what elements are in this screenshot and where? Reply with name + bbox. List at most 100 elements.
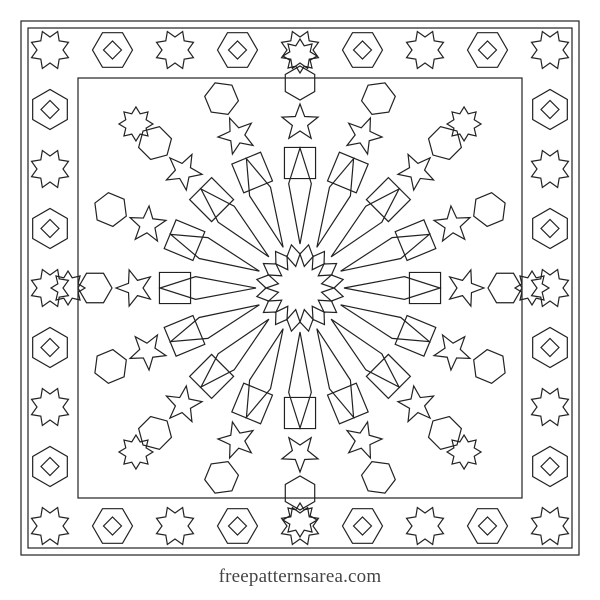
border-eight-point-star — [282, 32, 319, 69]
rosette-petal — [317, 159, 354, 248]
corner-eight-point-star — [119, 435, 153, 469]
border-hexagon — [93, 509, 133, 544]
rosette-petal — [289, 148, 312, 244]
hexagon-cell — [139, 127, 172, 160]
border-eight-point-star — [32, 389, 69, 426]
rosette-petal — [201, 189, 269, 257]
corner-eight-point-star — [447, 435, 481, 469]
inner-frame-line — [28, 28, 572, 548]
border-diamond — [41, 220, 59, 238]
hexagon-cell — [139, 417, 172, 450]
border-diamond — [41, 339, 59, 357]
border-diamond — [229, 517, 247, 535]
border-eight-point-star — [532, 151, 569, 188]
hexagon-cell — [429, 127, 462, 160]
border-eight-point-star — [157, 508, 194, 545]
five-point-star — [398, 154, 434, 190]
corner-eight-point-star — [51, 271, 85, 305]
kite-cell — [366, 354, 410, 398]
border-hexagon — [533, 209, 568, 249]
five-point-star — [347, 422, 382, 458]
border-hexagon — [468, 33, 508, 68]
rosette-petal — [246, 329, 283, 418]
border-eight-point-star — [407, 508, 444, 545]
star-field — [51, 39, 549, 537]
border-eight-point-star — [532, 32, 569, 69]
hexagon-cell — [488, 273, 522, 302]
hexagon-cell — [205, 462, 239, 493]
corner-eight-point-star — [119, 107, 153, 141]
five-point-star — [166, 154, 202, 190]
kite-cell — [328, 152, 369, 193]
kite-cell — [159, 272, 190, 303]
border-hexagon — [93, 33, 133, 68]
border-hexagon — [33, 90, 68, 130]
border-hexagon — [468, 509, 508, 544]
border-diamond — [479, 517, 497, 535]
border-diamond — [541, 101, 559, 119]
border-eight-point-star — [32, 32, 69, 69]
border-eight-point-star — [32, 508, 69, 545]
five-point-star — [347, 118, 382, 154]
hexagon-cell — [78, 273, 112, 302]
kite-cell — [395, 316, 436, 357]
kite-cell — [232, 152, 273, 193]
border-eight-point-star — [282, 508, 319, 545]
five-point-star — [218, 118, 253, 154]
border-hexagon — [533, 90, 568, 130]
rosette-petal — [317, 329, 354, 418]
rosette-petal — [171, 234, 260, 271]
kite-cell — [190, 178, 234, 222]
border-hexagon — [33, 209, 68, 249]
border-diamond — [354, 517, 372, 535]
border-eight-point-star — [32, 151, 69, 188]
five-point-star — [434, 206, 470, 241]
corner-eight-point-star — [447, 107, 481, 141]
corner-eight-point-star — [283, 39, 317, 73]
five-point-star — [218, 422, 253, 458]
corner-eight-point-star — [515, 271, 549, 305]
hexagon-cell — [429, 417, 462, 450]
border-hexagon — [343, 33, 383, 68]
border-eight-point-star — [407, 32, 444, 69]
rosette-petal — [331, 189, 399, 257]
border-eight-point-star — [532, 508, 569, 545]
rosette-petal — [246, 159, 283, 248]
kite-cell — [284, 397, 315, 428]
border-diamond — [541, 458, 559, 476]
site-watermark-caption: freepatternsarea.com — [0, 566, 600, 588]
kite-cell — [366, 178, 410, 222]
center-star-outline — [257, 245, 343, 331]
kite-cell — [164, 220, 205, 261]
five-point-star — [282, 438, 318, 472]
hexagon-cell — [205, 83, 239, 114]
hexagon-cell — [474, 350, 505, 384]
hexagon-cell — [95, 350, 126, 384]
five-point-star — [130, 206, 166, 241]
five-point-star — [130, 335, 166, 370]
border-hexagon — [218, 33, 258, 68]
border-hexagon — [33, 447, 68, 487]
rosette-petal — [344, 277, 440, 300]
border-diamond — [541, 339, 559, 357]
outer-frame-line — [21, 21, 579, 555]
rosette-petal — [160, 277, 256, 300]
border-diamond — [354, 41, 372, 59]
hexagon-cell — [362, 462, 396, 493]
square-frame — [21, 21, 579, 555]
border-eight-point-star — [157, 32, 194, 69]
rosette-petal — [341, 305, 430, 342]
five-point-star — [116, 270, 150, 306]
geometric-pattern-artwork — [0, 0, 600, 560]
kite-cell — [164, 316, 205, 357]
kite-cell — [190, 354, 234, 398]
hexagon-cell — [285, 66, 314, 100]
rosette-petal — [171, 305, 260, 342]
five-point-star — [398, 386, 434, 422]
rosette-petal — [289, 332, 312, 428]
border-diamond — [41, 101, 59, 119]
kite-cell — [284, 147, 315, 178]
border-diamond — [104, 41, 122, 59]
border-hexagon — [343, 509, 383, 544]
rosette-petal — [201, 319, 269, 387]
